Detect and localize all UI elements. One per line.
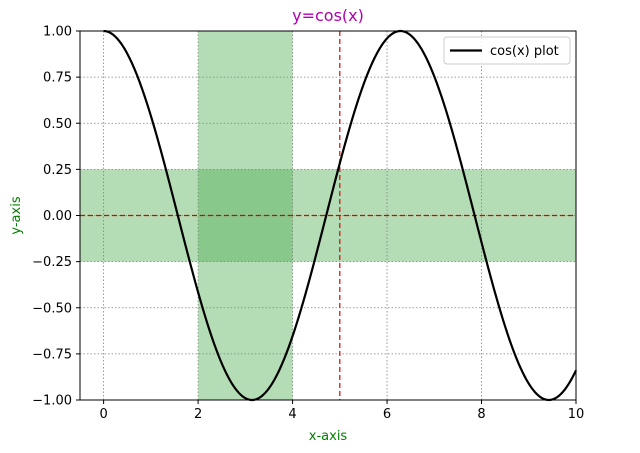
y-tick-label: −0.25 <box>32 255 72 270</box>
y-tick-label: 0.75 <box>43 71 72 86</box>
axis-ticks: 0 2 4 6 8 10 −1.00 −0.75 −0.50 −0.25 0.00 0.25 0.50 0… <box>32 25 584 423</box>
y-tick-label: 1.00 <box>43 25 72 40</box>
y-tick-label: −0.50 <box>32 301 72 316</box>
y-tick-label: 0.50 <box>43 117 72 132</box>
x-axis-label: x-axis <box>309 429 348 444</box>
y-tick-label: −1.00 <box>32 394 72 409</box>
legend: cos(x) plot <box>443 36 571 65</box>
y-tick-label: −0.75 <box>32 347 72 362</box>
legend-label-cos: cos(x) plot <box>490 44 559 59</box>
x-tick-label: 2 <box>194 407 202 422</box>
x-tick-label: 6 <box>383 407 391 422</box>
x-tick-label: 4 <box>288 407 296 422</box>
x-tick-label: 8 <box>477 407 485 422</box>
y-tick-label: 0.00 <box>43 209 72 224</box>
series-line-cos <box>103 29 577 402</box>
x-tick-label: 0 <box>99 407 107 422</box>
y-tick-label: 0.25 <box>43 163 72 178</box>
legend-box <box>443 36 571 65</box>
y-axis-label: y-axis <box>9 196 24 234</box>
series-layer <box>103 29 577 402</box>
x-tick-label: 10 <box>568 407 585 422</box>
reference-lines <box>80 31 576 400</box>
chart-title: y=cos(x) <box>292 6 364 25</box>
